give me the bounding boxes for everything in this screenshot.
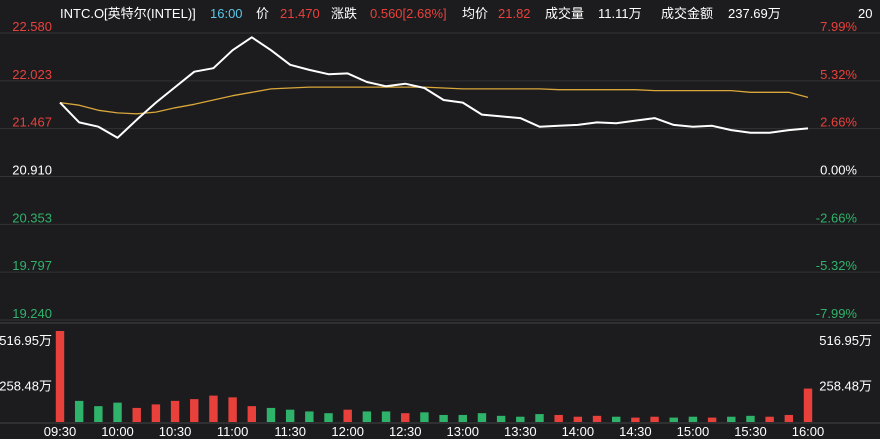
x-tick-label: 11:30 <box>274 424 306 439</box>
change: 0.560[2.68%] <box>370 6 447 21</box>
x-tick-label: 09:30 <box>44 424 77 439</box>
y2-tick-label: -5.32% <box>816 258 858 273</box>
symbol: INTC.O[英特尔(INTEL)] <box>60 6 196 21</box>
volume-bar <box>381 411 391 422</box>
y-tick-label: 22.580 <box>12 19 52 34</box>
volume-bar <box>247 406 257 422</box>
x-tick-label: 15:30 <box>734 424 767 439</box>
volume: 11.11万 <box>598 6 642 21</box>
volume-bar <box>707 417 717 422</box>
y2-tick-label: 5.32% <box>820 67 857 82</box>
y-tick-label: 516.95万 <box>0 333 52 348</box>
amount: 237.69万 <box>728 6 781 21</box>
volume-bar <box>516 416 525 422</box>
volume-bar <box>439 414 448 422</box>
time: 16:00 <box>210 6 243 21</box>
volume-bar <box>151 404 161 422</box>
y2-tick-label: 258.48万 <box>819 378 872 393</box>
volume-bar <box>669 417 678 422</box>
volume-bar <box>305 411 314 422</box>
volume-bar <box>458 414 467 422</box>
x-tick-label: 14:30 <box>619 424 652 439</box>
x-tick-label: 10:00 <box>101 424 134 439</box>
volume-bar <box>650 416 659 422</box>
extra: 20 <box>858 6 872 21</box>
volume-bar <box>477 413 487 422</box>
volume-bar <box>631 417 640 422</box>
volume-bar <box>74 400 84 422</box>
amount-label: 成交金额 <box>661 6 713 21</box>
price-label: 价 <box>256 6 269 21</box>
volume-bar <box>55 331 65 422</box>
volume-bar <box>554 414 563 422</box>
volume-bar <box>535 414 544 422</box>
volume-bar <box>746 415 755 422</box>
y2-tick-label: -7.99% <box>816 306 858 321</box>
volume-bar <box>362 411 372 422</box>
volume-bar <box>611 416 621 422</box>
x-tick-label: 14:00 <box>562 424 595 439</box>
header: INTC.O[英特尔(INTEL)] 16:00 价 21.470 涨跌 0.5… <box>60 6 872 21</box>
y-tick-label: 20.910 <box>12 163 52 178</box>
volume-bar <box>573 416 583 422</box>
y-tick-label: 20.353 <box>12 210 52 225</box>
volume-bar <box>592 415 602 422</box>
x-tick-label: 13:00 <box>446 424 479 439</box>
volume-bar <box>420 412 429 422</box>
x-tick-label: 15:00 <box>677 424 710 439</box>
volume-bar <box>784 414 794 422</box>
average-line <box>59 86 809 115</box>
volume-label: 成交量 <box>545 6 584 21</box>
y-tick-label: 21.467 <box>12 115 52 130</box>
y-tick-label: 22.023 <box>12 67 52 82</box>
volume-bar <box>94 406 103 422</box>
volume-bar <box>324 413 333 422</box>
x-tick-label: 10:30 <box>159 424 192 439</box>
y2-tick-label: -2.66% <box>816 210 858 225</box>
volume-bar <box>132 407 141 422</box>
volume-bar <box>209 395 218 422</box>
volume-bar <box>343 409 352 422</box>
y2-tick-label: 0.00% <box>820 163 857 178</box>
x-tick-label: 12:30 <box>389 424 422 439</box>
volume-bar <box>688 416 698 422</box>
volume-bar <box>170 400 180 422</box>
y2-tick-label: 7.99% <box>820 19 857 34</box>
x-tick-label: 16:00 <box>792 424 825 439</box>
change-label: 涨跌 <box>331 6 357 21</box>
y2-tick-label: 516.95万 <box>819 333 872 348</box>
x-tick-label: 12:00 <box>331 424 364 439</box>
y2-tick-label: 2.66% <box>820 115 857 130</box>
y-tick-label: 19.797 <box>12 258 52 273</box>
volume-bar <box>496 415 506 422</box>
volume-bar <box>113 402 122 422</box>
volume-bar <box>266 407 276 422</box>
y-tick-label: 19.240 <box>12 306 52 321</box>
avg-label: 均价 <box>462 6 488 21</box>
volume-bar <box>401 413 410 422</box>
avg: 21.82 <box>498 6 531 21</box>
y-tick-label: 258.48万 <box>0 378 52 393</box>
volume-bar <box>727 416 736 422</box>
volume-bar <box>803 388 813 422</box>
x-tick-label: 13:30 <box>504 424 537 439</box>
price: 21.470 <box>280 6 320 21</box>
volume-bar <box>285 409 295 422</box>
volume-bar <box>190 399 199 422</box>
x-tick-label: 11:00 <box>217 424 249 439</box>
price-line <box>59 36 809 139</box>
volume-bar <box>765 416 774 422</box>
volume-bar <box>228 397 237 422</box>
